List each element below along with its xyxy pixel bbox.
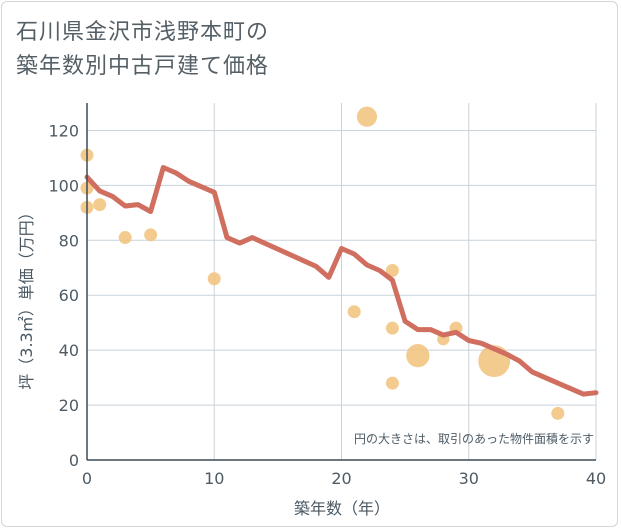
y-tick-label-2: 40 [59,341,79,360]
y-tick-label-4: 80 [59,231,79,250]
x-tick-label-0: 0 [82,469,92,488]
y-axis-label: 坪（3.3㎡）単価（万円） [17,204,36,389]
y-tick-label-0: 0 [69,451,79,470]
x-tick-label-3: 30 [459,469,479,488]
bubble-point-5 [144,228,158,242]
x-tick-label-1: 10 [204,469,224,488]
chart-title-line1: 石川県金沢市浅野本町の [16,20,270,45]
bubble-point-12 [406,344,430,368]
bubble-point-6 [207,272,221,286]
bubble-point-9 [385,264,399,278]
average-price-line [84,165,599,397]
average-line-series [84,165,599,397]
x-tick-label-2: 20 [331,469,351,488]
y-tick-label-3: 60 [59,286,79,305]
bubble-point-8 [356,106,378,127]
bubble-series [80,106,565,420]
grid-lines [87,103,597,460]
bubble-point-3 [93,198,107,212]
y-tick-label-5: 100 [48,176,79,195]
chart-title-line2: 築年数別中古戸建て価格 [16,54,270,79]
bubble-point-4 [118,231,132,245]
bubble-point-11 [385,376,399,390]
tick-labels: 0 10 20 30 40 0 20 40 60 80 100 120 [48,121,606,488]
bubble-size-note: 円の大きさは、取引のあった物件面積を示す [354,431,594,446]
y-tick-label-6: 120 [48,121,79,140]
x-tick-label-4: 40 [586,469,606,488]
bubble-point-7 [347,305,361,319]
bubble-point-10 [385,321,399,335]
bubble-point-16 [551,406,565,420]
x-axis-label: 築年数（年） [294,499,390,518]
chart-title: 石川県金沢市浅野本町の 築年数別中古戸建て価格 [16,16,269,84]
axes [86,103,596,461]
y-tick-label-1: 20 [59,396,79,415]
